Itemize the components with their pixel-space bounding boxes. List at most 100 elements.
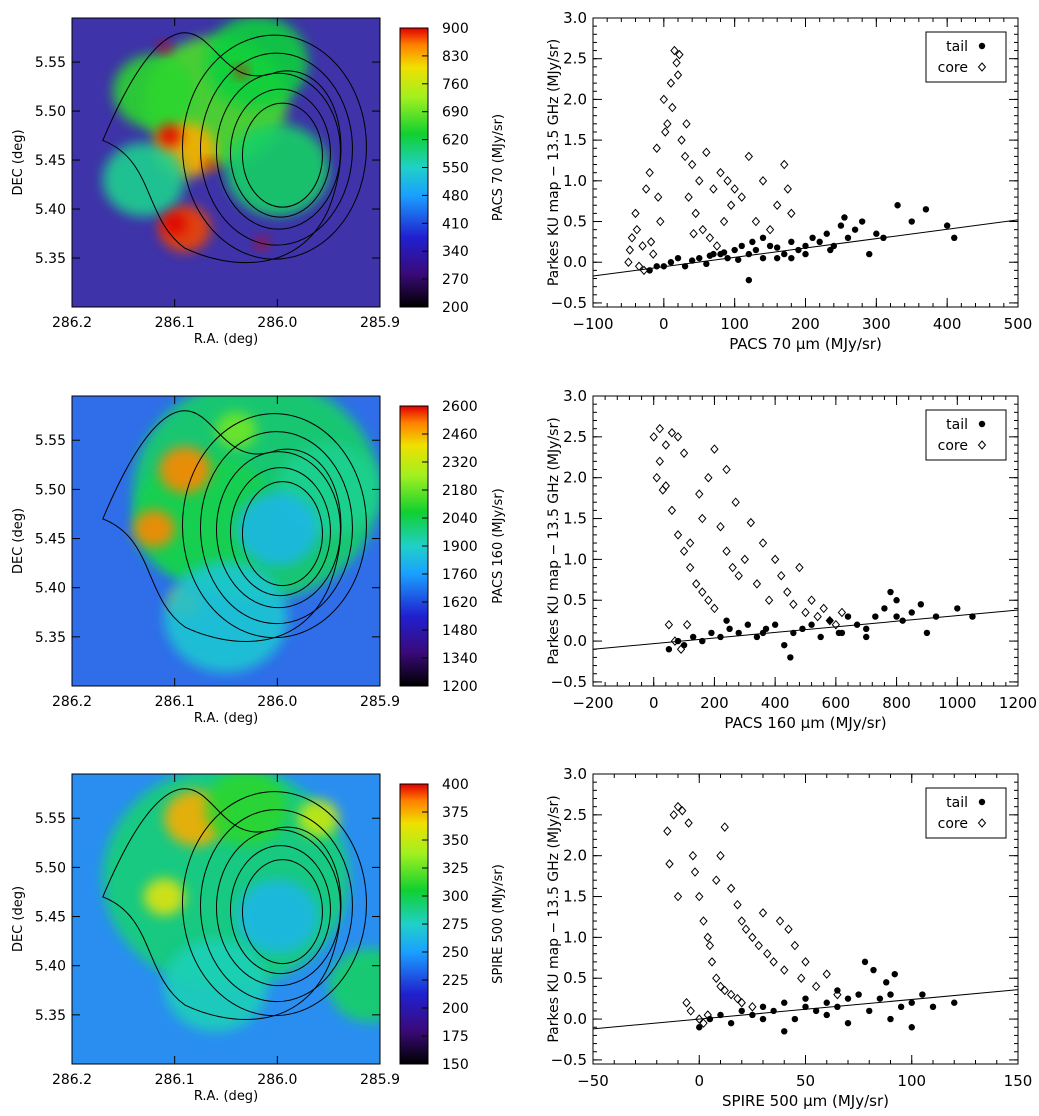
legend-marker-tail: [978, 798, 986, 806]
legend-marker-tail: [978, 420, 986, 428]
colorbar: [399, 27, 429, 308]
tail-point: [738, 242, 745, 250]
colorbar-tick-label: 900: [442, 21, 469, 37]
tail-point: [887, 1015, 894, 1023]
x-axis-label: R.A. (deg): [194, 332, 258, 347]
core-point: [667, 428, 677, 438]
core-point: [659, 94, 668, 105]
plot-area: [593, 45, 1018, 284]
map-contour: [241, 481, 323, 587]
tail-point: [893, 613, 900, 620]
y-tick-label: 1.0: [563, 550, 587, 568]
y-tick-label: 1.5: [563, 131, 587, 149]
map-emission-blob: [205, 18, 309, 109]
map-contour: [241, 102, 323, 208]
x-tick-label: 150: [1004, 1072, 1033, 1090]
colorbar-tick-label: 550: [442, 161, 469, 177]
y-tick-label: 1.0: [563, 172, 587, 190]
y-tick-label: 5.40: [35, 202, 66, 218]
map-emission-blob: [133, 510, 175, 548]
tail-point: [917, 601, 925, 608]
tail-point: [876, 995, 884, 1002]
y-tick-label: 5.50: [35, 860, 66, 876]
tail-point: [727, 1019, 735, 1027]
x-tick-label: 285.9: [360, 694, 400, 710]
tail-point: [899, 617, 906, 624]
legend-label-core: core: [938, 816, 968, 832]
map-contour: [229, 467, 331, 597]
core-point: [728, 562, 737, 573]
core-point: [649, 432, 658, 442]
core-point: [695, 176, 704, 186]
tail-point: [781, 641, 788, 649]
plot-area: [593, 423, 1018, 661]
x-tick-label: 286.2: [52, 1072, 92, 1088]
map-outer-contour: [102, 788, 342, 1020]
core-point: [716, 167, 725, 178]
core-point: [649, 249, 658, 259]
core-point: [733, 993, 742, 1004]
tail-point: [951, 234, 958, 242]
tail-point: [827, 246, 834, 254]
y-tick-label: 5.55: [35, 55, 66, 71]
x-axis-label: PACS 160 μm (MJy/sr): [724, 714, 886, 732]
tail-point: [893, 597, 900, 604]
y-tick-label: 0.0: [563, 253, 587, 271]
core-point: [695, 489, 704, 499]
x-tick-label: 286.0: [257, 694, 297, 710]
legend-label-tail: tail: [946, 795, 968, 811]
map-contour: [241, 859, 323, 965]
y-tick-label: 1.5: [563, 510, 587, 528]
tail-point: [790, 629, 797, 637]
tail-point: [891, 970, 898, 978]
core-point: [680, 151, 690, 162]
core-point: [737, 192, 746, 202]
core-point: [675, 49, 684, 60]
legend-label-core: core: [938, 438, 968, 454]
y-axis-label: Parkes KU map − 13.5 GHz (MJy/sr): [546, 417, 562, 664]
colorbar-label: PACS 70 (MJy/sr): [491, 114, 506, 221]
tail-point: [744, 621, 752, 628]
core-point: [699, 1018, 708, 1028]
tail-point: [802, 250, 809, 258]
x-tick-label: 200: [700, 694, 729, 712]
tail-point: [809, 234, 816, 242]
core-point: [682, 119, 691, 129]
core-point: [703, 932, 712, 943]
core-point: [698, 224, 707, 235]
map-contour: [199, 431, 353, 625]
core-point: [722, 546, 731, 556]
core-point: [669, 810, 678, 820]
tail-point: [795, 246, 802, 254]
y-tick-label: 5.50: [35, 104, 66, 120]
core-point: [691, 208, 700, 219]
tail-point: [823, 999, 830, 1006]
tail-point: [799, 625, 806, 633]
core-point: [690, 867, 700, 877]
tail-point: [653, 263, 660, 270]
x-tick-label: 285.9: [360, 1072, 400, 1088]
core-point: [719, 216, 729, 227]
core-point: [682, 619, 692, 630]
core-point: [705, 233, 715, 243]
tail-point: [781, 1028, 788, 1035]
tail-point: [787, 654, 794, 661]
core-point: [705, 940, 715, 951]
colorbar-tick-label: 2040: [442, 511, 478, 527]
core-point: [707, 957, 717, 967]
core-point: [712, 973, 721, 983]
tail-point: [773, 244, 781, 251]
tail-point: [759, 254, 767, 262]
tail-point: [759, 1015, 767, 1023]
core-point: [737, 997, 746, 1008]
colorbar-tick-label: 760: [442, 77, 469, 93]
core-point: [716, 850, 725, 861]
tail-point: [880, 234, 887, 242]
core-point: [641, 184, 651, 194]
x-tick-label: 600: [822, 694, 851, 712]
y-axis-label: DEC (deg): [11, 508, 26, 574]
y-tick-label: 2.5: [563, 806, 587, 824]
tail-point: [720, 249, 728, 256]
colorbar-tick-label: 275: [442, 917, 469, 933]
tail-point: [823, 1011, 830, 1019]
